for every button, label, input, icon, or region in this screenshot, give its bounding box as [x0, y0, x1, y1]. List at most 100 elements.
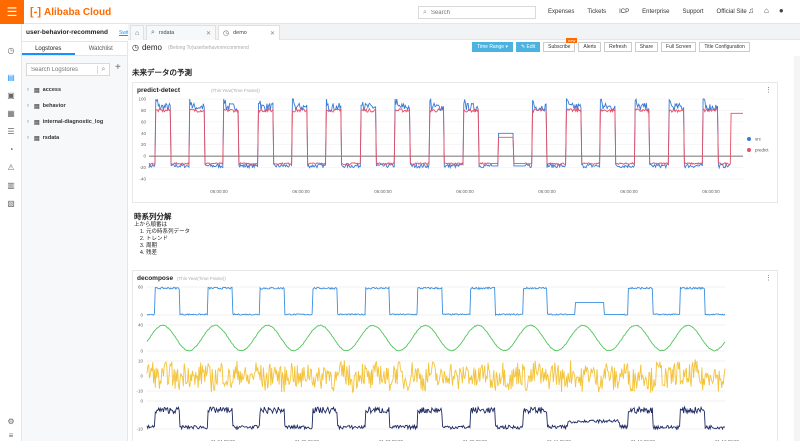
project-bar: user-behavior-recommend Switch: [22, 24, 134, 42]
alerts-button[interactable]: Alerts: [578, 42, 602, 52]
refresh-button[interactable]: Refresh: [604, 42, 632, 52]
top-link-tickets[interactable]: Tickets: [587, 9, 607, 15]
predict-detect-chart-card: predict-detect (This Year(Time Frame)) ⋮…: [132, 82, 778, 203]
chart-title: decompose: [137, 275, 174, 282]
notification-bell-icon[interactable]: ♫: [748, 6, 754, 15]
list-item: 元の時系列データ: [146, 229, 190, 236]
hamburger-menu-icon[interactable]: ☰: [0, 0, 24, 24]
y-tick-label: 100: [138, 97, 146, 102]
top-link-support[interactable]: Support: [682, 9, 704, 15]
edit-button[interactable]: ✎ Edit: [515, 42, 541, 52]
y-tick-label: 60: [138, 285, 144, 290]
close-icon[interactable]: ✕: [205, 30, 211, 37]
full-screen-button[interactable]: Full Screen: [661, 42, 697, 52]
more-vertical-icon[interactable]: ⋮: [765, 87, 772, 94]
add-logstore-icon[interactable]: +: [115, 62, 121, 73]
list-item: 残差: [146, 250, 190, 257]
tab-watchlist[interactable]: Watchlist: [88, 46, 113, 52]
x-tick-label: 01-12 00:00: [631, 439, 656, 441]
y-tick-label: 60: [141, 119, 147, 124]
top-link-official-site[interactable]: Official Site: [716, 9, 747, 15]
dashboard-subtitle: (Belong To)userbehaviorrecommend: [168, 45, 249, 51]
y-tick-label: -40: [139, 177, 146, 182]
logstore-item-rsdata[interactable]: › ▤ rsdata: [22, 130, 128, 146]
decompose-chart: 60 0 40 0 10 0 -10 0 -10 01-04 00:00 01-05 00:00 01…: [136, 285, 740, 441]
decompose-chart-card: decompose (This Year(Time Frame)) ⋮ 60 0 4…: [132, 270, 778, 441]
cart-icon[interactable]: ⌂: [764, 6, 769, 15]
close-icon[interactable]: ✕: [269, 30, 275, 37]
x-tick-label: 06:00:00: [292, 189, 310, 194]
logstore-item-access[interactable]: › ▤ access: [22, 82, 128, 98]
logstore-search-input[interactable]: [27, 66, 97, 73]
more-vertical-icon[interactable]: ⋮: [765, 275, 772, 282]
y-tick-label: 0: [140, 349, 143, 354]
database-icon[interactable]: ▣: [7, 91, 15, 100]
logstore-label: behavior: [42, 103, 66, 109]
clock-icon[interactable]: ◷: [7, 46, 15, 55]
tab-strip: ⌂ ⌕ rsdata ✕ ◷ demo ✕: [128, 24, 800, 40]
x-tick-label: 01-09 00:00: [463, 439, 488, 441]
global-search-input[interactable]: [430, 9, 526, 16]
legend-label: predict: [755, 148, 769, 153]
database-icon: ▤: [34, 119, 40, 126]
logstore-item-internal-diagnostic-log[interactable]: › ▤ internal-diagnostic_log: [22, 114, 128, 130]
machine-icon[interactable]: ▥: [7, 181, 15, 190]
x-tick-label: 01-13 00:00: [715, 439, 740, 441]
settings-gear-icon[interactable]: ⚙: [7, 417, 15, 426]
content-scrollbar[interactable]: [794, 56, 800, 441]
brand-logo[interactable]: [-] Alibaba Cloud: [30, 6, 111, 18]
logstore-icon[interactable]: ▤: [7, 73, 15, 82]
subscribe-label: Subscribe: [548, 44, 571, 50]
tab-demo[interactable]: ◷ demo ✕: [218, 25, 280, 40]
logstore-label: rsdata: [42, 135, 60, 141]
database-icon: ▤: [34, 87, 40, 94]
logstore-item-behavior[interactable]: › ▤ behavior: [22, 98, 128, 114]
pie-chart-icon[interactable]: ◔: [8, 145, 14, 154]
list-item: 周期: [146, 243, 190, 250]
title-configuration-button[interactable]: Title Configuration: [699, 42, 750, 52]
logstore-panel: Logstores Watchlist ⌕ + › ▤ access › ▤ b…: [22, 42, 128, 441]
report-icon[interactable]: ▧: [7, 199, 15, 208]
subscribe-button[interactable]: Subscribe new: [543, 38, 578, 52]
chevron-right-icon: ›: [27, 87, 29, 93]
list-item: トレンド: [146, 236, 190, 243]
chevron-right-icon: ›: [27, 119, 29, 125]
logstore-search[interactable]: ⌕: [26, 63, 110, 76]
database-icon: ▤: [34, 103, 40, 110]
y-tick-label: 20: [141, 142, 147, 147]
expand-nav-icon[interactable]: ≡: [8, 431, 14, 440]
tab-label: rsdata: [158, 30, 175, 36]
time-range-button[interactable]: Time Range ▾: [472, 42, 513, 52]
project-switch-link[interactable]: Switch: [119, 30, 134, 36]
storage-icon[interactable]: ▦: [7, 109, 15, 118]
series-line-predict: [148, 107, 743, 166]
share-button[interactable]: Share: [634, 42, 659, 52]
forecast-heading: 未来データの予測: [132, 68, 192, 77]
dashboard-toolbar: Time Range ▾ ✎ Edit Subscribe new Alerts …: [472, 38, 750, 52]
top-link-expenses[interactable]: Expenses: [548, 9, 575, 15]
series-line-original: [146, 285, 726, 316]
search-icon[interactable]: ⌕: [97, 65, 109, 74]
tab-logstores[interactable]: Logstores: [22, 42, 75, 55]
decompose-description: 時系列分解 上から順番は 元の時系列データ トレンド 周期 残差: [134, 213, 190, 257]
x-tick-label: 06:00:00: [620, 189, 638, 194]
brand-name: Alibaba Cloud: [44, 6, 112, 18]
user-avatar-icon[interactable]: ●: [778, 6, 784, 15]
alert-icon[interactable]: ⚠: [7, 163, 15, 172]
chart-time-frame: (This Year(Time Frame)): [211, 88, 260, 93]
tab-rsdata[interactable]: ⌕ rsdata ✕: [146, 25, 216, 40]
x-tick-label: 01-07 00:00: [379, 439, 404, 441]
x-tick-label: 06:00:00: [210, 189, 228, 194]
series-line-residual: [146, 405, 726, 431]
chart-time-frame: (This Year(Time Frame)): [177, 276, 226, 281]
list-icon[interactable]: ☰: [7, 127, 15, 136]
x-tick-label: 01-04 00:00: [211, 439, 236, 441]
global-search[interactable]: ⌕: [418, 6, 536, 19]
top-link-enterprise[interactable]: Enterprise: [642, 9, 670, 15]
top-link-icp[interactable]: ICP: [619, 9, 630, 15]
y-tick-label: 80: [141, 108, 147, 113]
x-tick-label: 06:00:00: [702, 189, 720, 194]
decompose-heading: 時系列分解: [134, 212, 172, 221]
logstore-label: internal-diagnostic_log: [42, 119, 104, 125]
tab-home[interactable]: ⌂: [130, 25, 144, 40]
